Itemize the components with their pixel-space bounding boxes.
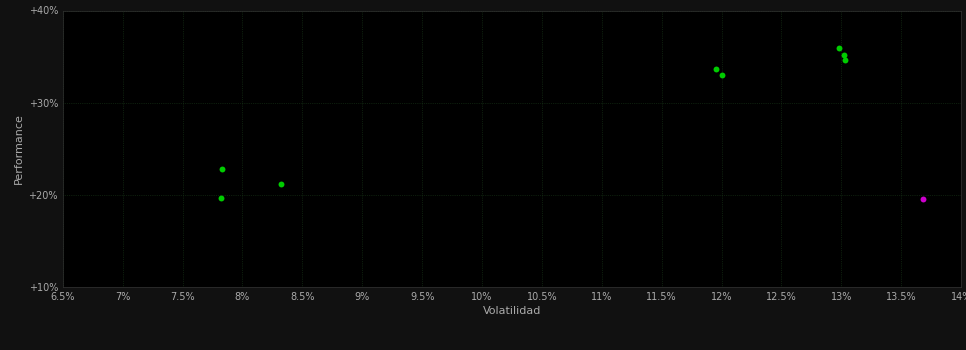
Point	[832, 46, 847, 51]
Point	[213, 195, 229, 201]
Point	[836, 52, 851, 57]
Point	[915, 196, 930, 201]
Y-axis label: Performance: Performance	[14, 113, 24, 184]
Point	[714, 72, 729, 78]
X-axis label: Volatilidad: Volatilidad	[483, 306, 541, 316]
Point	[838, 57, 853, 63]
Point	[708, 67, 724, 72]
Point	[273, 181, 289, 187]
Point	[214, 166, 230, 172]
